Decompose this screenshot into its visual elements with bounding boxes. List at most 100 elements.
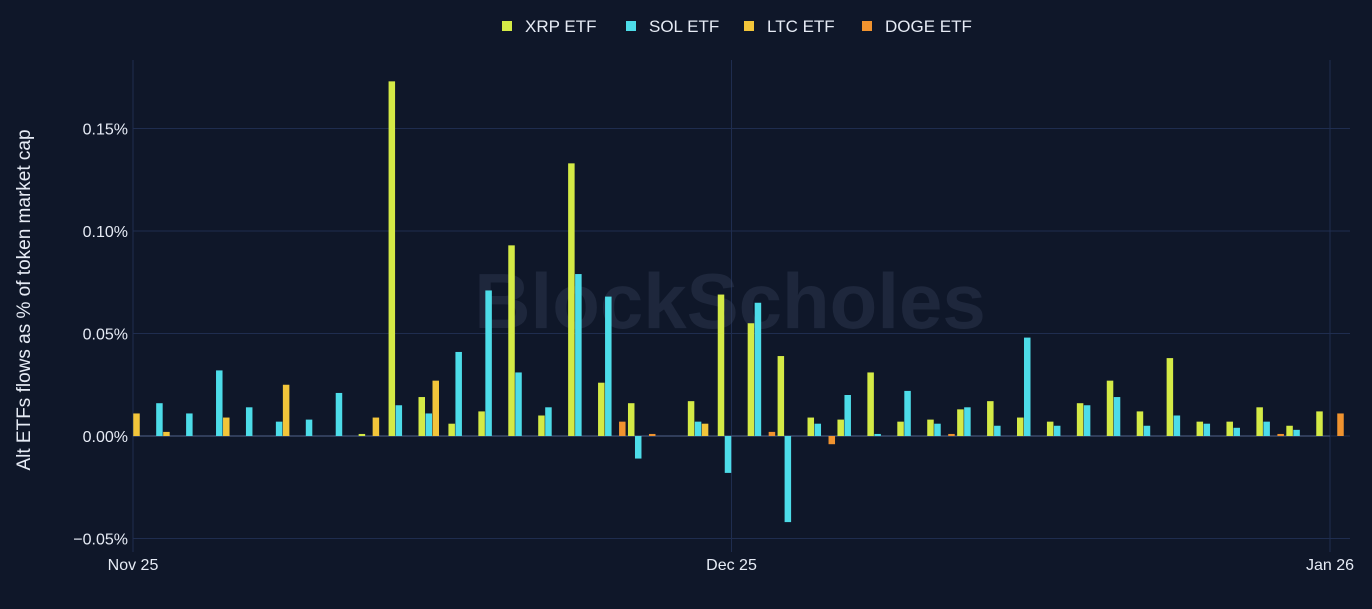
y-tick-label: 0.15%	[83, 122, 128, 139]
bar-sol-etf	[694, 421, 702, 436]
bar-sol-etf	[305, 419, 313, 436]
bar-sol-etf	[1263, 421, 1270, 436]
x-axis-ticks: Nov 25 Dec 25 Jan 26	[108, 557, 1354, 574]
legend-item-xrp-etf[interactable]: XRP ETF	[502, 17, 596, 36]
bar-sol-etf	[245, 407, 253, 436]
legend-item-ltc-etf[interactable]: LTC ETF	[744, 17, 835, 36]
x-tick-label: Dec 25	[706, 557, 757, 574]
bar-xrp-etf	[538, 415, 545, 436]
legend-swatch	[502, 21, 512, 31]
bar-sol-etf	[1203, 423, 1211, 436]
bar-xrp-etf	[1316, 411, 1323, 436]
bar-xrp-etf	[987, 401, 994, 436]
bar-xrp-etf	[1106, 380, 1114, 436]
bar-xrp-etf	[747, 323, 755, 436]
x-tick-label: Jan 26	[1306, 557, 1354, 574]
x-tick-label: Nov 25	[108, 557, 159, 574]
bar-sol-etf	[1083, 405, 1091, 436]
bar-sol-etf	[275, 421, 283, 436]
bar-doge-etf	[1277, 433, 1284, 436]
bar-sol-etf	[1113, 397, 1121, 436]
bar-xrp-etf	[1226, 421, 1233, 436]
bar-xrp-etf	[1017, 417, 1024, 436]
bar-xrp-etf	[1076, 403, 1084, 436]
bar-sol-etf	[605, 296, 612, 436]
bar-sol-etf	[964, 407, 971, 436]
bar-xrp-etf	[598, 382, 605, 436]
bar-xrp-etf	[388, 81, 396, 436]
bar-xrp-etf	[508, 245, 515, 436]
y-axis-label: Alt ETFs flows as % of token market cap	[14, 129, 35, 470]
legend-item-sol-etf[interactable]: SOL ETF	[626, 17, 719, 36]
bar-doge-etf	[648, 433, 656, 436]
bar-xrp-etf	[837, 419, 844, 436]
bar-xrp-etf	[358, 433, 366, 436]
legend-swatch	[862, 21, 872, 31]
bar-xrp-etf	[777, 356, 785, 436]
y-tick-label: 0.10%	[83, 224, 128, 241]
bar-xrp-etf	[627, 403, 635, 436]
legend[interactable]: XRP ETF SOL ETF LTC ETF DOGE ETF	[502, 17, 972, 36]
legend-label: SOL ETF	[649, 17, 719, 36]
bar-sol-etf	[575, 274, 582, 436]
bar-sol-etf	[186, 413, 193, 436]
bar-ltc-etf	[223, 417, 230, 436]
y-tick-label: 0.00%	[83, 429, 128, 446]
bar-ltc-etf	[432, 380, 439, 436]
bar-sol-etf	[335, 392, 343, 436]
bar-xrp-etf	[927, 419, 934, 436]
legend-swatch	[626, 21, 636, 31]
bar-doge-etf	[1337, 413, 1344, 436]
bar-sol-etf	[874, 433, 881, 436]
bar-xrp-etf	[568, 163, 575, 436]
watermark: BlockScholes	[474, 257, 986, 345]
bar-sol-etf	[844, 395, 851, 436]
bar-sol-etf	[1143, 425, 1151, 436]
bar-xrp-etf	[448, 423, 455, 436]
bar-xrp-etf	[897, 421, 904, 436]
bar-doge-etf	[768, 431, 776, 436]
bar-sol-etf	[515, 372, 522, 436]
bar-ltc-etf	[163, 431, 170, 436]
bar-xrp-etf	[867, 372, 874, 436]
bar-sol-etf	[814, 423, 822, 436]
bar-ltc-etf	[701, 423, 709, 436]
bar-sol-etf	[485, 290, 492, 436]
bar-sol-etf	[545, 407, 552, 436]
bars	[133, 81, 1344, 523]
legend-label: DOGE ETF	[885, 17, 972, 36]
bar-sol-etf	[994, 425, 1001, 436]
bar-sol-etf	[1233, 427, 1240, 436]
bar-sol-etf	[1173, 415, 1181, 436]
bar-xrp-etf	[957, 409, 964, 436]
bar-xrp-etf	[418, 397, 425, 436]
bar-xrp-etf	[1256, 407, 1263, 436]
bar-doge-etf	[619, 421, 626, 436]
legend-item-doge-etf[interactable]: DOGE ETF	[862, 17, 972, 36]
legend-label: XRP ETF	[525, 17, 596, 36]
bar-doge-etf	[828, 436, 836, 445]
bar-sol-etf	[754, 302, 762, 436]
bar-xrp-etf	[1166, 358, 1174, 436]
bar-xrp-etf	[478, 411, 485, 436]
bar-sol-etf	[784, 436, 792, 523]
bar-ltc-etf	[133, 413, 140, 436]
legend-label: LTC ETF	[767, 17, 835, 36]
bar-sol-etf	[1024, 337, 1031, 436]
y-tick-label: 0.05%	[83, 327, 128, 344]
bar-xrp-etf	[687, 401, 695, 436]
bar-xrp-etf	[1196, 421, 1204, 436]
bar-sol-etf	[724, 436, 732, 473]
bar-sol-etf	[934, 423, 941, 436]
bar-ltc-etf	[372, 417, 380, 436]
y-axis-ticks: −0.05% 0.00% 0.05% 0.10% 0.15%	[73, 122, 128, 549]
bar-xrp-etf	[1286, 425, 1293, 436]
bar-xrp-etf	[1136, 411, 1144, 436]
bar-sol-etf	[634, 436, 642, 459]
bar-sol-etf	[1053, 425, 1061, 436]
bar-xrp-etf	[1046, 421, 1054, 436]
bar-sol-etf	[156, 403, 163, 436]
legend-swatch	[744, 21, 754, 31]
bar-xrp-etf	[717, 294, 725, 436]
